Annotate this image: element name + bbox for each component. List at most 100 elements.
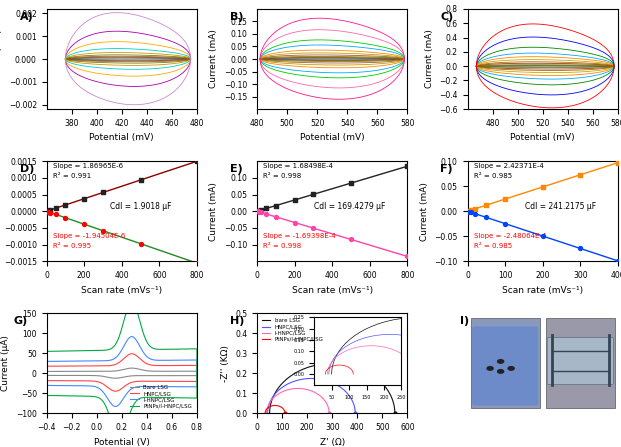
Text: Slope = -2.48064E-4: Slope = -2.48064E-4 (474, 233, 546, 239)
Bare LSG (104, 369, 111, 374)
Point (253, 208, 263, 215)
Point (289, 196, 299, 203)
PtNPs/I-HNPC/LSG (281, 411, 289, 416)
Point (271, 202, 281, 209)
bare LSG (266, 411, 273, 416)
X-axis label: Potential (mV): Potential (mV) (89, 133, 154, 142)
Text: Cdl = 1.9018 µF: Cdl = 1.9018 µF (110, 202, 171, 211)
HNPC/LSG (104, 363, 111, 368)
HNPC/LSG (109, 388, 116, 393)
Point (60, 202, 70, 209)
bare LSG (391, 411, 399, 416)
Text: R² = 0.985: R² = 0.985 (474, 243, 512, 249)
Point (466, 207, 476, 214)
PtNPs/I-HNPC/LSG (109, 422, 116, 427)
HNPC/LSG (77, 378, 84, 384)
Legend: bare LSG, HNPC/LSG, I-HNPC/LSG, PtNPs/I-HNPC/LSG: bare LSG, HNPC/LSG, I-HNPC/LSG, PtNPs/I-… (260, 316, 326, 344)
PtNPs/I-HNPC/LSG (97, 396, 105, 402)
PtNPs/I-HNPC/LSG (281, 411, 289, 416)
I-HNPC/LSG (263, 411, 270, 416)
Point (51, 211, 61, 218)
HNPC/LSG (43, 363, 50, 369)
HNPC/LSG (264, 411, 271, 416)
Text: A): A) (19, 12, 34, 22)
I-HNPC/LSG (112, 404, 119, 409)
Line: HNPC/LSG: HNPC/LSG (268, 379, 355, 413)
Bare LSG (77, 373, 84, 378)
PtNPs/I-HNPC/LSG (104, 347, 111, 353)
Y-axis label: Current (mA): Current (mA) (0, 30, 3, 89)
Text: Slope = 2.42371E-4: Slope = 2.42371E-4 (474, 163, 543, 169)
Legend: Bare LSG, HNPC/LSG, I-HNPC/LSG, PtNPs/I-HNPC/LSG: Bare LSG, HNPC/LSG, I-HNPC/LSG, PtNPs/I-… (128, 383, 194, 411)
Text: F): F) (440, 164, 453, 174)
Circle shape (497, 369, 504, 374)
PtNPs/I-HNPC/LSG (271, 403, 279, 408)
Circle shape (486, 366, 494, 371)
Bar (546, 318, 615, 409)
Text: G): G) (14, 316, 28, 326)
PtNPs/I-HNPC/LSG (261, 411, 269, 416)
Point (309, 191, 319, 198)
Point (575, 245, 585, 252)
Bare LSG (43, 369, 50, 374)
Circle shape (507, 366, 515, 371)
Text: Cdl = 241.2175 µF: Cdl = 241.2175 µF (525, 202, 596, 211)
Point (271, 213, 281, 220)
I-HNPC/LSG (43, 359, 50, 364)
Y-axis label: Current (mA): Current (mA) (209, 182, 219, 240)
X-axis label: Scan rate (mVs⁻¹): Scan rate (mVs⁻¹) (502, 286, 583, 295)
Line: I-HNPC/LSG: I-HNPC/LSG (266, 388, 329, 413)
I-HNPC/LSG (109, 402, 116, 408)
Point (98, 189, 108, 196)
Text: Slope = 1.68498E-4: Slope = 1.68498E-4 (263, 163, 333, 169)
HNPC/LSG (128, 351, 135, 356)
bare LSG (266, 411, 273, 416)
Point (45, 207, 55, 214)
Point (60, 214, 70, 221)
Point (192, 158, 202, 165)
Point (261, 205, 271, 212)
Point (43, 207, 53, 214)
FancyBboxPatch shape (547, 337, 614, 384)
Point (466, 209, 476, 216)
bare LSG (391, 411, 399, 416)
HNPC/LSG (264, 411, 271, 416)
I-HNPC/LSG (292, 386, 300, 391)
I-HNPC/LSG (104, 358, 111, 363)
I-HNPC/LSG (43, 359, 50, 364)
Point (500, 220, 510, 227)
PtNPs/I-HNPC/LSG (261, 411, 269, 416)
Text: Slope = -1.94504E-6: Slope = -1.94504E-6 (53, 233, 125, 239)
Text: Slope = 1.86965E-6: Slope = 1.86965E-6 (53, 163, 123, 169)
Point (481, 202, 491, 209)
I-HNPC/LSG (61, 358, 69, 364)
I-HNPC/LSG (263, 411, 270, 416)
Point (538, 232, 548, 240)
PtNPs/I-HNPC/LSG (281, 410, 289, 415)
HNPC/LSG (264, 411, 271, 416)
I-HNPC/LSG (325, 410, 333, 416)
Point (500, 195, 510, 202)
HNPC/LSG (351, 411, 359, 416)
Point (309, 224, 319, 232)
Point (256, 209, 266, 216)
X-axis label: Scan rate (mVs⁻¹): Scan rate (mVs⁻¹) (292, 286, 373, 295)
Y-axis label: -Z'' (KΩ): -Z'' (KΩ) (220, 345, 230, 382)
Point (43, 208, 53, 215)
HNPC/LSG (112, 388, 119, 394)
Line: Bare LSG: Bare LSG (47, 368, 197, 378)
Point (253, 207, 263, 215)
HNPC/LSG (307, 376, 315, 381)
Point (192, 260, 202, 267)
PtNPs/I-HNPC/LSG (43, 349, 50, 354)
Bare LSG (128, 365, 135, 371)
Y-axis label: Current (µA): Current (µA) (1, 335, 11, 391)
Point (79, 195, 89, 202)
bare LSG (266, 411, 273, 416)
PtNPs/I-HNPC/LSG (116, 435, 123, 440)
PtNPs/I-HNPC/LSG (43, 349, 50, 354)
Point (135, 177, 145, 184)
I-HNPC/LSG (128, 334, 135, 339)
Text: R² = 0.998: R² = 0.998 (263, 173, 301, 179)
HNPC/LSG (43, 363, 50, 369)
